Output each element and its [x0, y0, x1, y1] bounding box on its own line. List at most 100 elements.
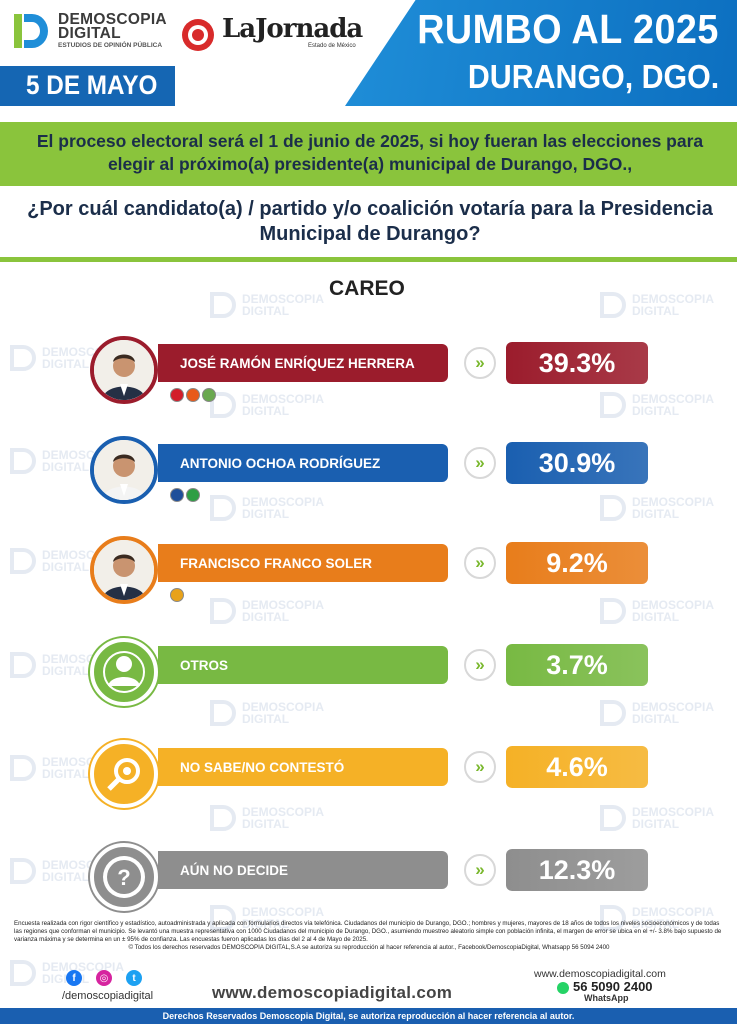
website-link[interactable]: www.demoscopiadigital.com: [212, 983, 453, 1002]
candidate-photo-icon: [94, 340, 154, 400]
watermark-logo-icon: [10, 548, 36, 574]
watermark-logo-icon: [600, 805, 626, 831]
watermark-logo-icon: [10, 755, 36, 781]
question-box: [0, 186, 737, 262]
option-icon: ?: [90, 843, 158, 911]
candidate-photo-icon: [94, 540, 154, 600]
chevron-right-icon: »: [464, 347, 496, 379]
page-title: RUMBO AL 2025: [417, 6, 719, 52]
watermark-logo-icon: [210, 805, 236, 831]
watermark-logo-icon: [600, 392, 626, 418]
twitter-icon[interactable]: t: [126, 970, 142, 986]
watermark: DEMOSCOPIA DIGITAL: [600, 598, 714, 624]
party-logos: [170, 588, 184, 602]
demoscopia-logo-icon: [14, 14, 48, 48]
date-label: 5 DE MAYO: [26, 70, 158, 100]
bar-value: 9.2%: [506, 542, 648, 584]
instagram-icon[interactable]: ◎: [96, 970, 112, 986]
chevron-right-icon: »: [464, 751, 496, 783]
watermark-logo-icon: [10, 858, 36, 884]
watermark: DEMOSCOPIA DIGITAL: [210, 598, 324, 624]
chevron-right-icon: »: [464, 547, 496, 579]
title-banner: [345, 0, 737, 106]
chevron-right-icon: »: [464, 447, 496, 479]
category-label: OTROS: [158, 646, 448, 684]
watermark-logo-icon: [600, 700, 626, 726]
watermark-logo-icon: [600, 598, 626, 624]
watermark: DEMOSCOPIA DIGITAL: [600, 805, 714, 831]
facebook-icon[interactable]: f: [66, 970, 82, 986]
user-icon: [103, 651, 145, 693]
option-icon: [90, 638, 158, 706]
question-text: ¿Por cuál candidato(a) / partido y/o coa…: [27, 198, 713, 245]
partner-name: LaJornada: [222, 14, 363, 44]
rights-line: © Todos los derechos reservados DEMOSCOP…: [128, 944, 610, 951]
watermark-logo-icon: [10, 448, 36, 474]
category-label: FRANCISCO FRANCO SOLER: [158, 544, 448, 582]
intro-band: [0, 122, 737, 186]
phone-number: 56 5090 2400: [573, 979, 653, 994]
watermark-logo-icon: [210, 292, 236, 318]
watermark-logo-icon: [210, 905, 236, 931]
question-icon: ?: [103, 856, 145, 898]
party-logo-icon: [186, 488, 200, 502]
social-handle: /demoscopiadigital: [62, 990, 154, 1002]
watermark: DEMOSCOPIA DIGITAL: [600, 905, 714, 931]
watermark: DEMOSCOPIA DIGITAL: [210, 392, 324, 418]
copyright-bar: Derechos Reservados Demoscopia Digital, …: [0, 1008, 737, 1024]
watermark-logo-icon: [210, 495, 236, 521]
watermark-logo-icon: [600, 495, 626, 521]
watermark: DEMOSCOPIA DIGITAL: [210, 292, 324, 318]
candidate-avatar: [90, 336, 158, 404]
watermark-logo-icon: [210, 700, 236, 726]
category-label: NO SABE/NO CONTESTÓ: [158, 748, 448, 786]
svg-text:?: ?: [117, 865, 130, 890]
chevron-right-icon: »: [464, 649, 496, 681]
social-icons: f ◎ t: [66, 970, 142, 986]
bar-value: 3.7%: [506, 644, 648, 686]
watermark: DEMOSCOPIA DIGITAL: [210, 905, 324, 931]
watermark: DEMOSCOPIA DIGITAL: [600, 392, 714, 418]
brand-tagline: ESTUDIOS DE OPINIÓN PÚBLICA: [58, 42, 163, 49]
bar-value: 4.6%: [506, 746, 648, 788]
watermark-logo-icon: [210, 598, 236, 624]
intro-text: El proceso electoral será el 1 de junio …: [36, 131, 704, 174]
chart-title: CAREO: [329, 277, 405, 300]
watermark-logo-icon: [600, 905, 626, 931]
contact-website[interactable]: www.demoscopiadigital.com: [534, 968, 666, 980]
category-label: ANTONIO OCHOA RODRÍGUEZ: [158, 444, 448, 482]
party-logo-icon: [186, 388, 200, 402]
header: DEMOSCOPIA DIGITAL ESTUDIOS DE OPINIÓN P…: [0, 0, 737, 110]
watermark: DEMOSCOPIA DIGITAL: [210, 700, 324, 726]
bar-value: 39.3%: [506, 342, 648, 384]
candidate-avatar: [90, 436, 158, 504]
whatsapp-label: WhatsApp: [584, 993, 629, 1003]
party-logos: [170, 388, 216, 402]
chevron-right-icon: »: [464, 854, 496, 886]
watermark-logo-icon: [10, 652, 36, 678]
brand-name: DEMOSCOPIA DIGITAL: [58, 11, 167, 42]
watermark-logo-icon: [600, 292, 626, 318]
watermark-logo-icon: [10, 960, 36, 986]
watermark-logo-icon: [210, 392, 236, 418]
party-logos: [170, 488, 200, 502]
party-logo-icon: [170, 588, 184, 602]
party-logo-icon: [170, 488, 184, 502]
methodology-note: Encuesta realizada con rigor científico …: [14, 920, 724, 952]
watermark: DEMOSCOPIA DIGITAL: [210, 495, 324, 521]
watermark: DEMOSCOPIA DIGITAL: [10, 548, 124, 574]
watermark: DEMOSCOPIA DIGITAL: [210, 805, 324, 831]
search-icon: [107, 758, 140, 791]
party-logo-icon: [202, 388, 216, 402]
option-icon: [90, 740, 158, 808]
whatsapp-icon: [557, 982, 569, 994]
page-subtitle: DURANGO, DGO.: [467, 58, 719, 95]
category-label: AÚN NO DECIDE: [158, 851, 448, 889]
watermark: DEMOSCOPIA DIGITAL: [600, 700, 714, 726]
candidate-avatar: [90, 536, 158, 604]
bar-value: 30.9%: [506, 442, 648, 484]
la-jornada-logo-icon: [182, 19, 214, 51]
methodology-text: Encuesta realizada con rigor científico …: [14, 920, 722, 943]
watermark: DEMOSCOPIA DIGITAL: [600, 495, 714, 521]
party-logo-icon: [170, 388, 184, 402]
